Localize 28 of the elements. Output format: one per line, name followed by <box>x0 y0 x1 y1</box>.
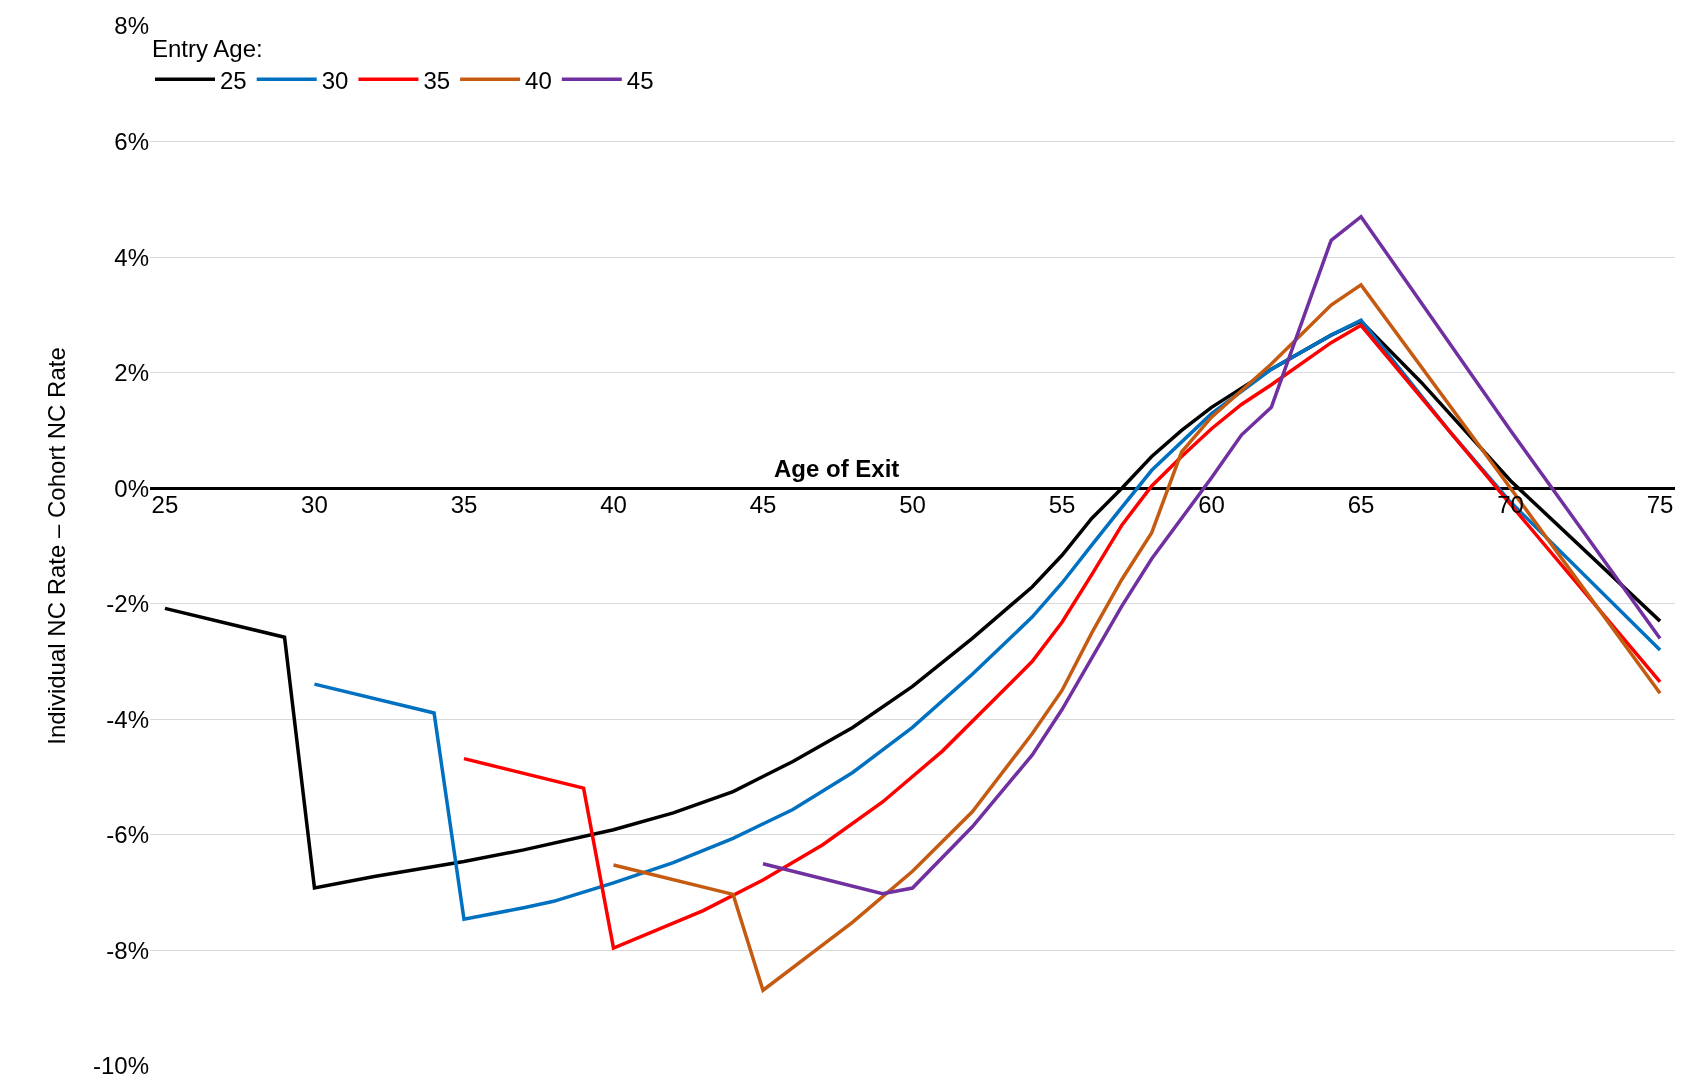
x-tick-label: 75 <box>1646 491 1674 519</box>
legend-label: 40 <box>525 66 552 94</box>
y-tick-label: -4% <box>106 705 149 733</box>
y-tick-label: -10% <box>92 1052 149 1080</box>
y-tick-label: -6% <box>106 821 149 849</box>
x-tick-label: 45 <box>749 491 777 519</box>
x-tick-label: 30 <box>301 491 328 519</box>
legend-label: 35 <box>423 66 451 94</box>
x-tick-label: 65 <box>1347 491 1375 519</box>
x-tick-label: 40 <box>600 491 627 519</box>
x-axis-title: Age of Exit <box>774 455 900 482</box>
x-tick-label: 55 <box>1048 491 1076 519</box>
y-tick-label: 4% <box>114 243 149 271</box>
y-tick-label: 0% <box>114 474 149 502</box>
y-tick-label: 2% <box>114 359 149 387</box>
y-tick-label: -2% <box>106 590 149 618</box>
legend-label: 25 <box>220 66 247 94</box>
x-tick-label: 35 <box>450 491 478 519</box>
legend-label: 30 <box>321 66 349 94</box>
y-tick-label: 8% <box>114 12 149 40</box>
x-tick-label: 25 <box>151 491 179 519</box>
legend-title: Entry Age: <box>152 35 263 63</box>
legend-label: 45 <box>626 66 654 94</box>
x-tick-label: 50 <box>899 491 926 519</box>
y-axis-title: Individual NC Rate – Cohort NC Rate <box>43 347 71 745</box>
y-tick-label: -8% <box>106 936 149 964</box>
y-tick-label: 6% <box>114 127 149 155</box>
x-tick-label: 60 <box>1198 491 1225 519</box>
